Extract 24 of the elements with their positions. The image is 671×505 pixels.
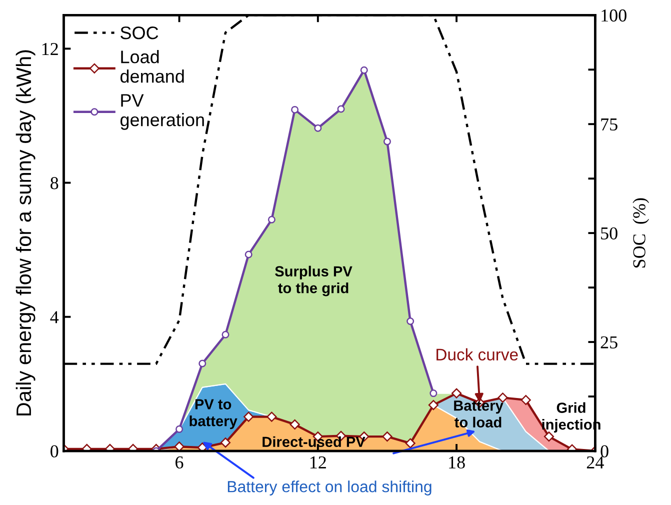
y2-tick-label: 100 <box>602 9 626 22</box>
y-tick-label: 12 <box>42 42 58 55</box>
annotation: Direct-used PV <box>262 436 366 448</box>
x-tick-label: 12 <box>310 456 326 468</box>
annotation: Surplus PV to the grid <box>275 266 352 296</box>
y2-tick-label: 0 <box>600 445 608 458</box>
x-tick-label: 24 <box>586 456 604 468</box>
annotation: Battery to load <box>454 400 504 428</box>
x-tick-label: 6 <box>176 456 184 469</box>
annotation: Battery effect on load shifting <box>228 480 432 496</box>
annotation: PV to battery <box>190 399 238 430</box>
y2-tick-label: 75 <box>601 118 618 131</box>
y-axis-title: Daily energy flow for a sunny day (kWh) <box>16 50 36 416</box>
legend-label: SOC <box>120 26 158 40</box>
y2-axis-title: SOC (%) <box>632 198 650 268</box>
legend-label: PV generation <box>120 94 204 130</box>
x-tick-label: 18 <box>449 456 465 469</box>
y-tick-label: 4 <box>50 311 59 324</box>
y-tick-label: 0 <box>50 445 58 458</box>
annotation: Duck curve <box>436 348 518 361</box>
y-tick-label: 8 <box>50 177 58 190</box>
legend-label: Load demand <box>120 50 184 83</box>
y2-tick-label: 50 <box>601 227 618 240</box>
y2-tick-label: 25 <box>600 336 618 348</box>
